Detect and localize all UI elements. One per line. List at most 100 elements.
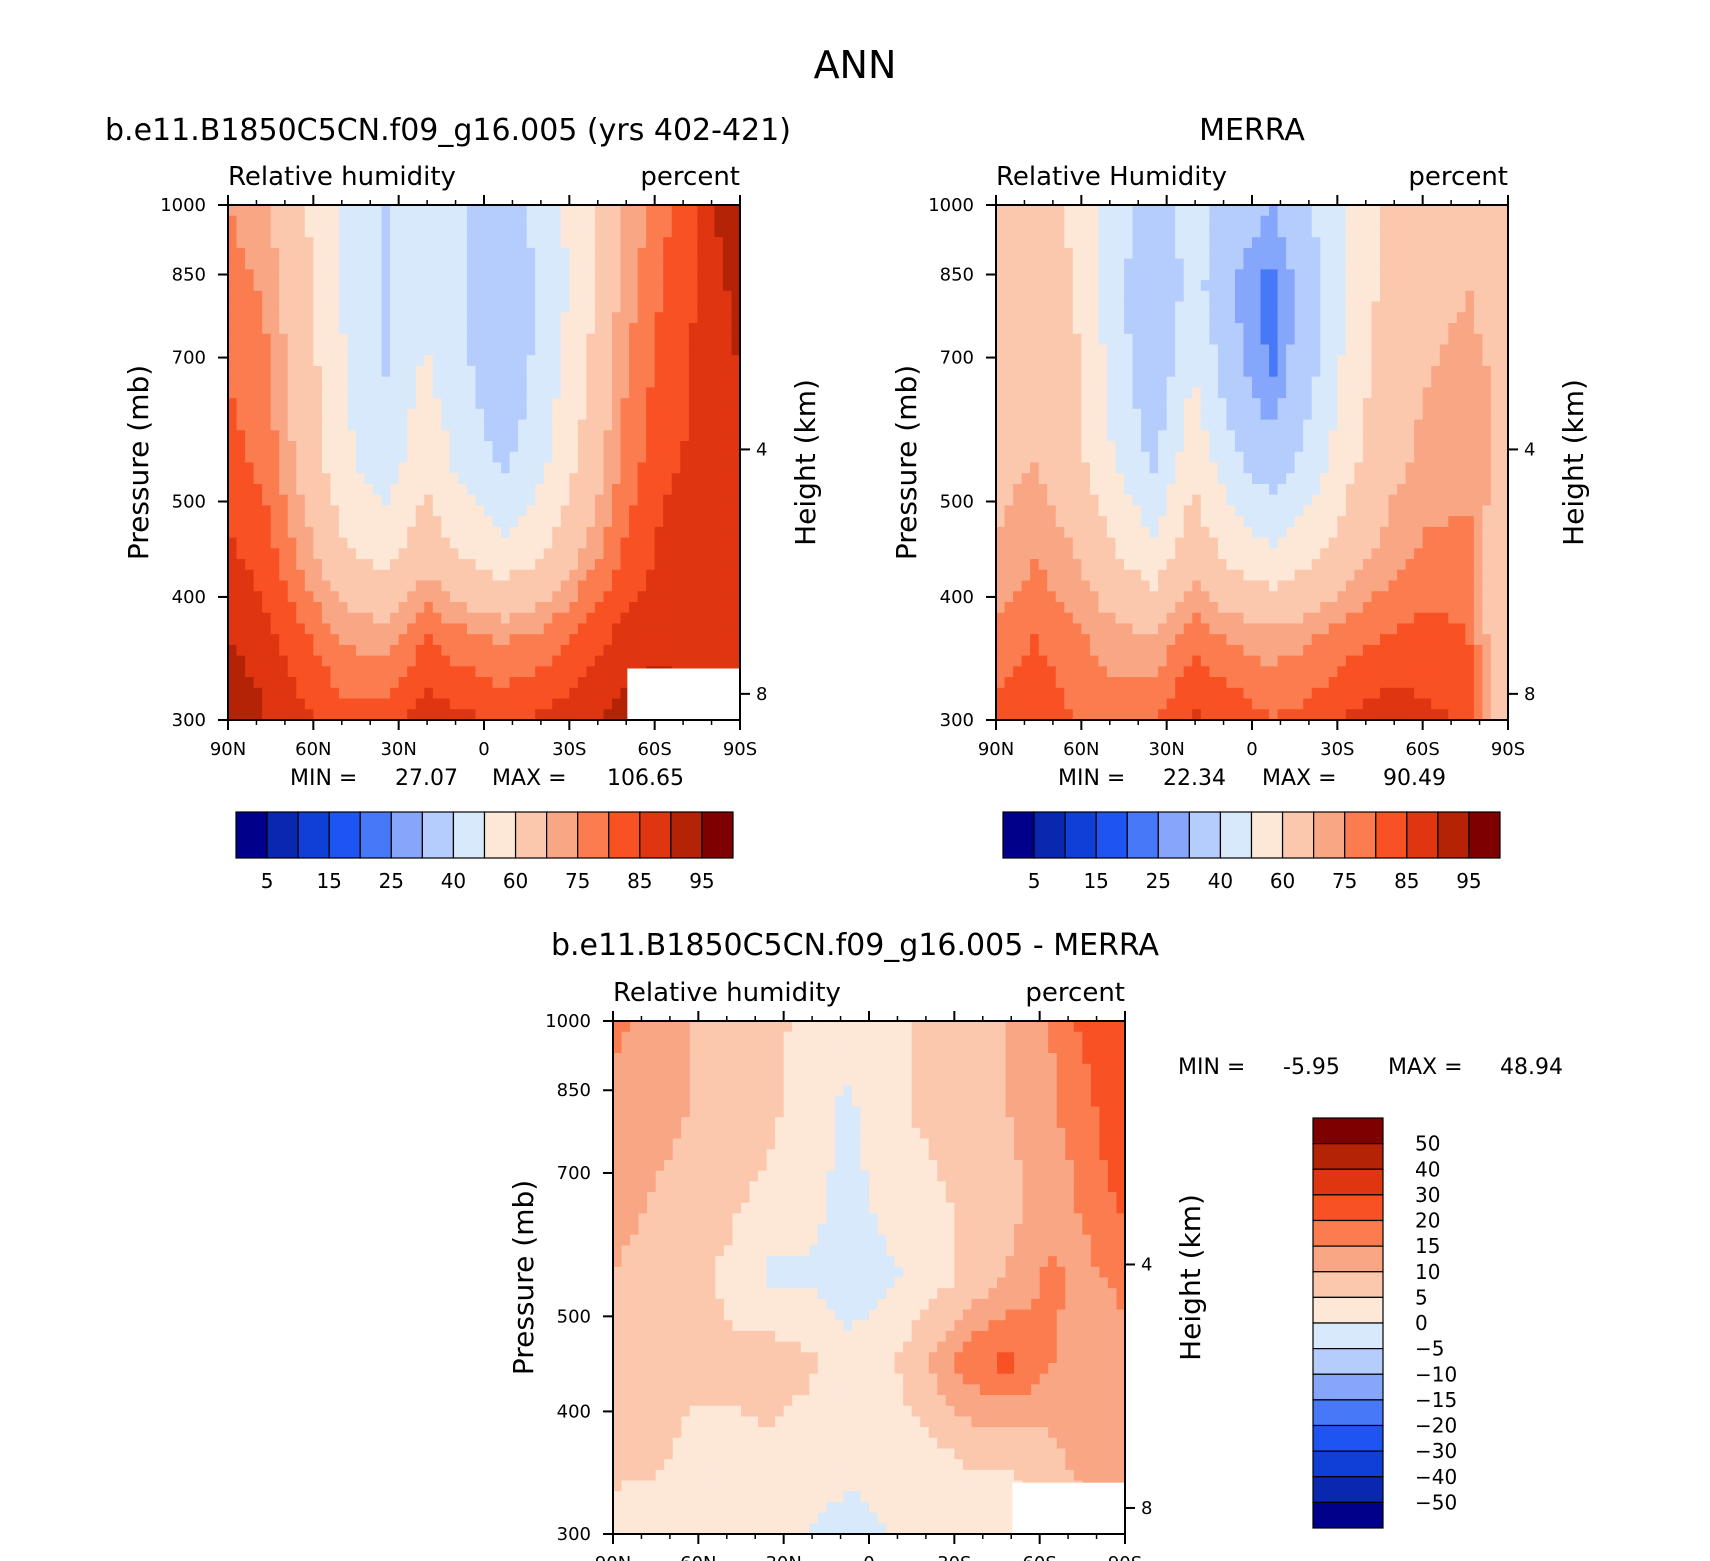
contour-cell <box>484 205 494 217</box>
contour-cell <box>1456 505 1466 517</box>
contour-cell <box>714 569 724 582</box>
contour-cell <box>492 365 502 378</box>
contour-cell <box>501 387 511 399</box>
contour-cell <box>1183 387 1193 399</box>
contour-cell <box>1124 280 1134 292</box>
contour-cell <box>1260 301 1270 313</box>
contour-cell <box>1499 226 1509 238</box>
contour-cell <box>262 237 272 249</box>
contour-cell <box>663 430 673 442</box>
contour-cell <box>1473 451 1483 464</box>
contour-cell <box>313 258 323 270</box>
contour-cell <box>518 441 528 453</box>
contour-cell <box>509 441 519 453</box>
contour-cell <box>1482 398 1492 410</box>
contour-cell <box>1115 408 1125 421</box>
contour-cell <box>569 677 579 689</box>
contour-cell <box>1490 537 1501 549</box>
contour-cell <box>637 215 647 228</box>
contour-cell <box>270 516 280 528</box>
contour-cell <box>338 226 349 238</box>
contour-cell <box>569 612 579 625</box>
contour-cell <box>466 559 477 571</box>
contour-cell <box>697 258 707 270</box>
contour-cell <box>1081 344 1091 356</box>
contour-cell <box>253 494 263 507</box>
contour-cell <box>1354 441 1364 453</box>
contour-cell <box>518 226 528 238</box>
contour-cell <box>1354 355 1364 367</box>
contour-cell <box>1030 408 1040 421</box>
contour-cell <box>1260 473 1270 485</box>
contour-cell <box>373 258 383 270</box>
contour-cell <box>1354 483 1364 496</box>
contour-cell <box>1286 376 1296 388</box>
contour-cell <box>1371 505 1381 517</box>
contour-cell <box>236 408 246 421</box>
contour-cell <box>449 333 459 346</box>
contour-cell <box>1354 376 1364 388</box>
contour-cell <box>287 494 297 507</box>
contour-cell <box>1072 494 1082 507</box>
contour-cell <box>1345 494 1355 507</box>
contour-cell <box>347 280 357 292</box>
contour-cell <box>1328 365 1338 378</box>
contour-cell <box>1422 505 1432 517</box>
contour-cell <box>543 516 553 528</box>
contour-cell <box>1098 526 1108 539</box>
contour-cell <box>1149 365 1159 378</box>
contour-cell <box>407 526 417 539</box>
contour-cell <box>1089 215 1099 228</box>
contour-cell <box>1064 419 1074 431</box>
contour-cell <box>620 312 630 324</box>
contour-cell <box>1380 205 1390 217</box>
contour-cell <box>1371 494 1381 507</box>
contour-cell <box>1166 365 1176 378</box>
contour-cell <box>1380 247 1390 260</box>
contour-cell <box>356 365 366 378</box>
contour-cell <box>236 698 246 710</box>
contour-cell <box>1499 237 1509 249</box>
contour-cell <box>1397 247 1407 260</box>
contour-cell <box>390 644 400 657</box>
colorbar-box <box>235 811 268 859</box>
height-tick-label: 8 <box>756 684 767 705</box>
contour-cell <box>518 601 528 614</box>
contour-cell <box>287 559 297 571</box>
contour-cell <box>458 387 468 399</box>
contour-cell <box>364 376 374 388</box>
contour-cell <box>1414 526 1424 539</box>
contour-cell <box>1294 408 1304 421</box>
contour-cell <box>1414 247 1424 260</box>
contour-cell <box>552 333 562 346</box>
contour-cell <box>1422 516 1432 528</box>
contour-cell <box>1260 494 1270 507</box>
contour-cell <box>245 237 255 249</box>
contour-cell <box>594 419 605 431</box>
contour-cell <box>637 247 647 260</box>
contour-cell <box>705 473 715 485</box>
contour-cell <box>304 451 314 464</box>
contour-cell <box>680 634 690 646</box>
contour-cell <box>245 258 255 270</box>
contour-cell <box>321 441 331 453</box>
contour-cell <box>390 505 400 517</box>
contour-cell <box>1473 247 1483 260</box>
contour-cell <box>1055 505 1065 517</box>
contour-cell <box>603 623 613 635</box>
contour-cell <box>1038 344 1048 356</box>
contour-cell <box>1499 548 1509 560</box>
contour-cell <box>356 355 366 367</box>
contour-cell <box>484 398 494 410</box>
contour-cell <box>432 548 442 560</box>
contour-cell <box>680 408 690 421</box>
contour-cell <box>390 655 400 667</box>
contour-cell <box>705 247 715 260</box>
contour-cell <box>637 483 647 496</box>
contour-cell <box>449 355 459 367</box>
contour-cell <box>484 451 494 464</box>
contour-cell <box>330 205 340 217</box>
contour-cell <box>1328 505 1338 517</box>
contour-cell <box>1141 344 1151 356</box>
contour-cell <box>1337 376 1347 388</box>
